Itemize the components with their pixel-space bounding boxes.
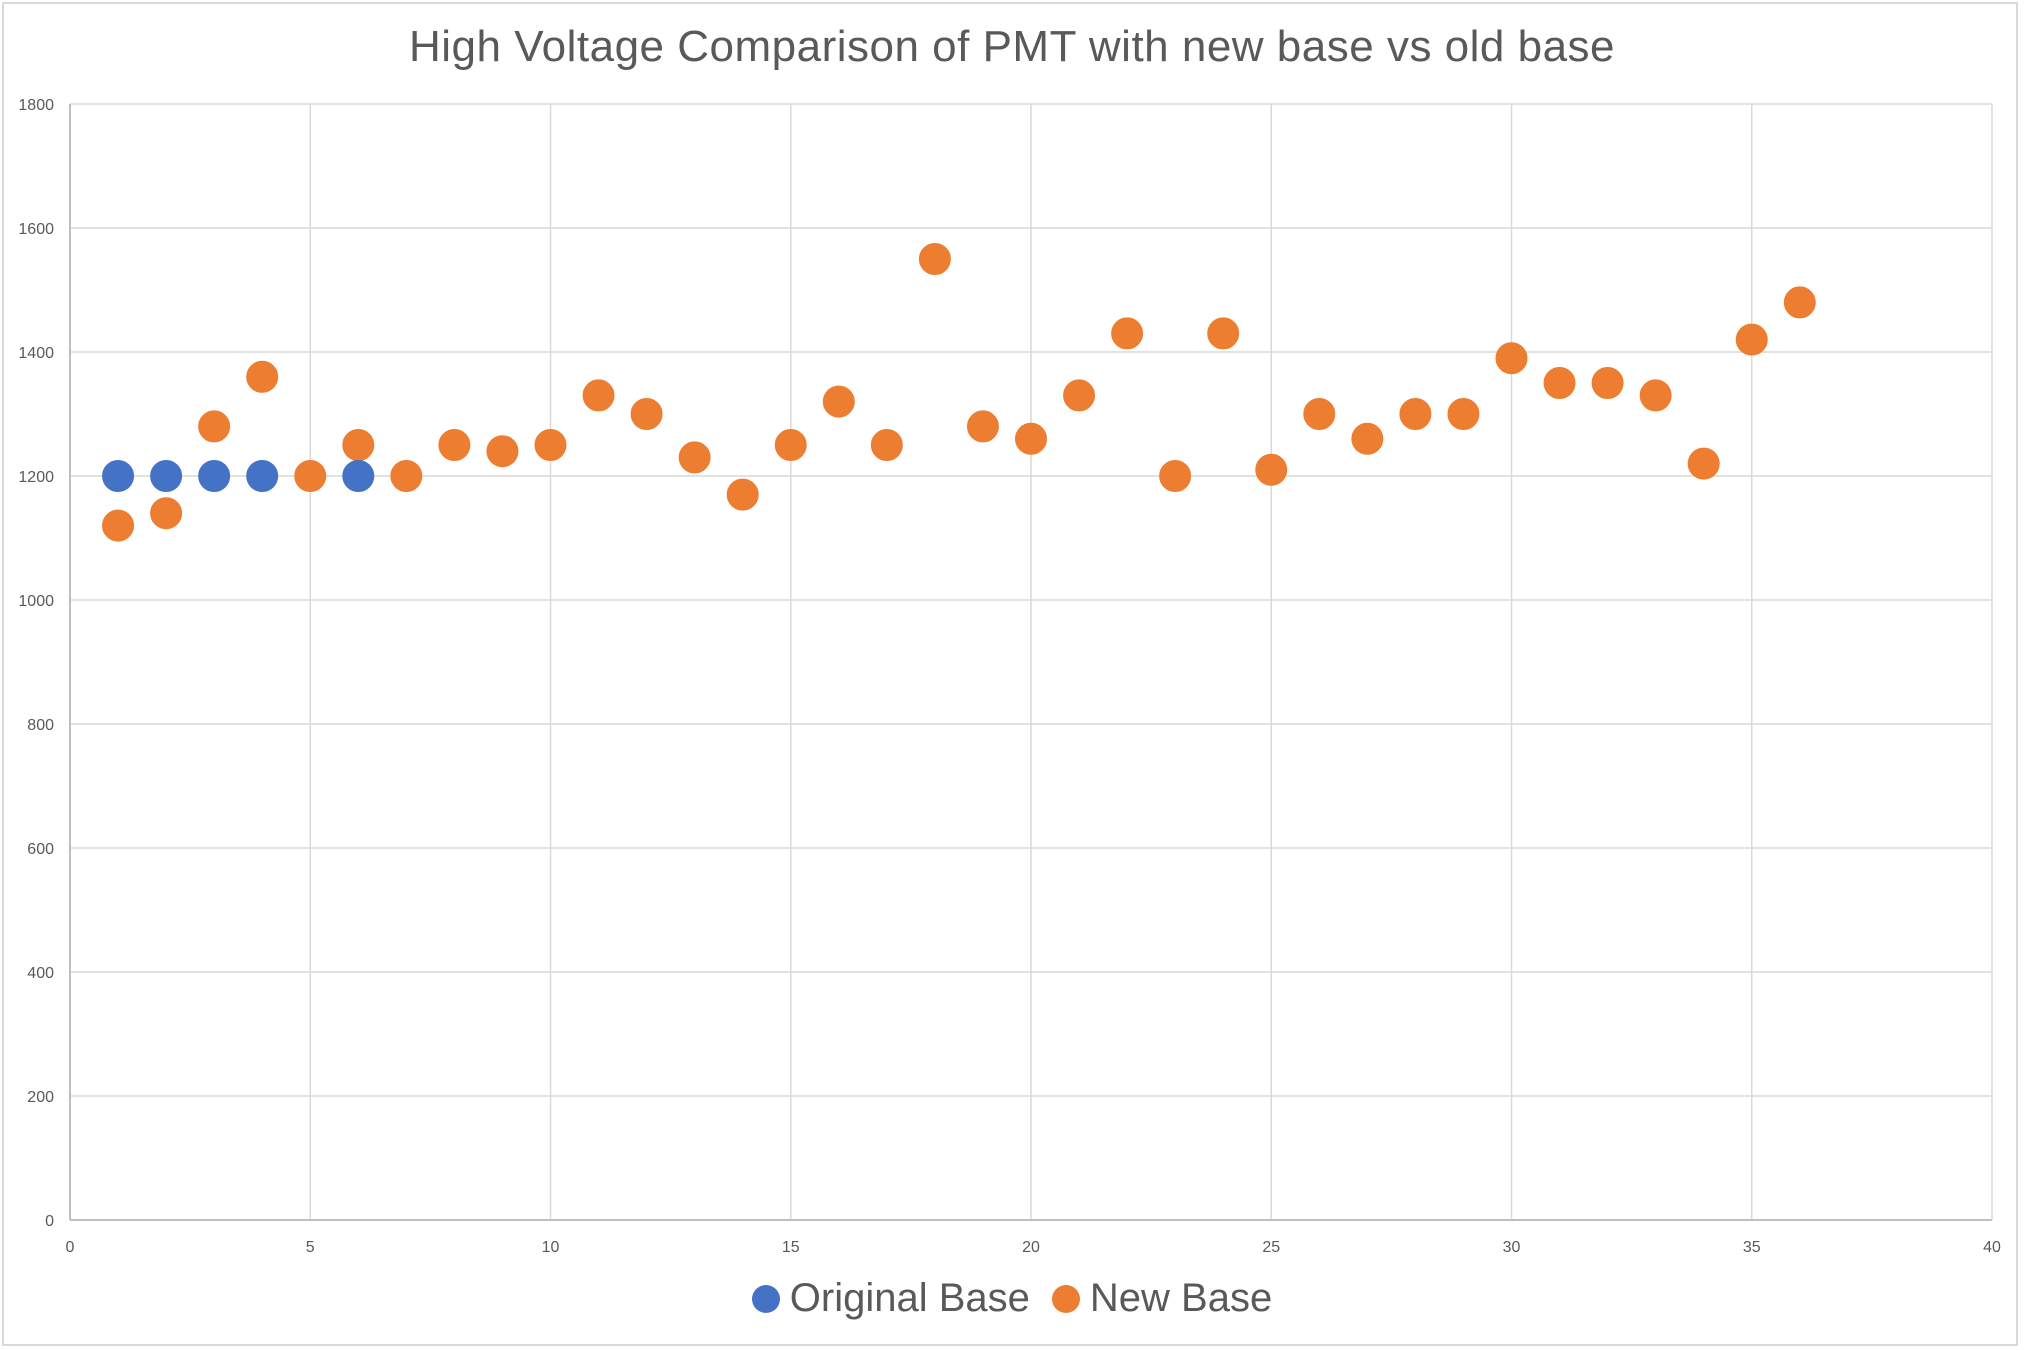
original-base-point: [246, 460, 279, 492]
original-base-point: [342, 460, 375, 492]
new-base-point: [534, 429, 567, 461]
new-base-point: [726, 478, 759, 511]
new-base-point: [630, 398, 663, 430]
y-tick-label: 1000: [18, 593, 54, 610]
x-tick-label: 5: [306, 1239, 315, 1256]
new-base-point: [870, 429, 903, 461]
x-tick-label: 0: [66, 1239, 75, 1256]
legend-swatch-original-base: [751, 1284, 780, 1313]
y-tick-label: 1200: [18, 469, 54, 486]
legend-label-original-base: Original Base: [789, 1276, 1030, 1320]
new-base-point: [1735, 323, 1768, 356]
new-base-point: [1591, 367, 1624, 399]
new-base-point: [198, 410, 231, 443]
new-base-point: [438, 429, 471, 461]
new-base-point: [150, 497, 183, 530]
new-base-point: [1111, 317, 1144, 350]
new-base-point: [1351, 422, 1384, 455]
new-base-point: [1447, 398, 1480, 430]
new-base-point: [1015, 422, 1047, 455]
new-base-point: [1303, 398, 1336, 430]
new-base-point: [1399, 398, 1432, 430]
new-base-point: [966, 410, 999, 443]
new-base-point: [582, 379, 615, 412]
new-base-point: [246, 360, 279, 393]
y-tick-label: 0: [45, 1213, 54, 1230]
original-base-point: [150, 460, 183, 492]
original-base-point: [102, 460, 135, 492]
x-tick-label: 15: [782, 1239, 800, 1256]
new-base-point: [1783, 286, 1816, 319]
y-tick-label: 200: [27, 1089, 54, 1106]
new-base-point: [1495, 342, 1528, 375]
legend: Original Base New Base: [0, 1276, 2024, 1321]
y-tick-label: 400: [27, 965, 54, 982]
new-base-point: [1159, 460, 1192, 492]
x-tick-label: 20: [1022, 1239, 1040, 1256]
legend-swatch-new-base: [1051, 1284, 1080, 1313]
x-tick-label: 40: [1983, 1239, 2001, 1256]
new-base-point: [678, 441, 711, 474]
new-base-point: [1639, 379, 1672, 412]
legend-item-new-base: New Base: [1051, 1276, 1273, 1321]
x-tick-label: 35: [1743, 1239, 1761, 1256]
legend-item-original-base: Original Base: [751, 1276, 1030, 1321]
new-base-point: [822, 385, 855, 418]
y-tick-label: 600: [27, 841, 54, 858]
new-base-point: [294, 460, 327, 492]
original-base-point: [198, 460, 231, 492]
new-base-point: [102, 509, 135, 542]
new-base-point: [774, 429, 807, 461]
new-base-point: [918, 243, 951, 275]
new-base-point: [1207, 317, 1240, 350]
new-base-point: [342, 429, 375, 461]
new-base-point: [1543, 367, 1576, 399]
new-base-point: [390, 460, 423, 492]
x-tick-label: 25: [1262, 1239, 1280, 1256]
y-tick-label: 1400: [18, 345, 54, 362]
chart-title: High Voltage Comparison of PMT with new …: [408, 22, 1616, 71]
new-base-point: [1255, 453, 1288, 486]
x-tick-label: 10: [542, 1239, 560, 1256]
x-tick-label: 30: [1503, 1239, 1521, 1256]
y-tick-label: 1600: [18, 221, 54, 238]
new-base-point: [1687, 447, 1720, 480]
y-tick-label: 800: [27, 717, 54, 734]
y-tick-label: 1800: [18, 97, 54, 114]
legend-label-new-base: New Base: [1089, 1276, 1273, 1320]
new-base-point: [486, 435, 519, 468]
new-base-point: [1063, 379, 1096, 412]
